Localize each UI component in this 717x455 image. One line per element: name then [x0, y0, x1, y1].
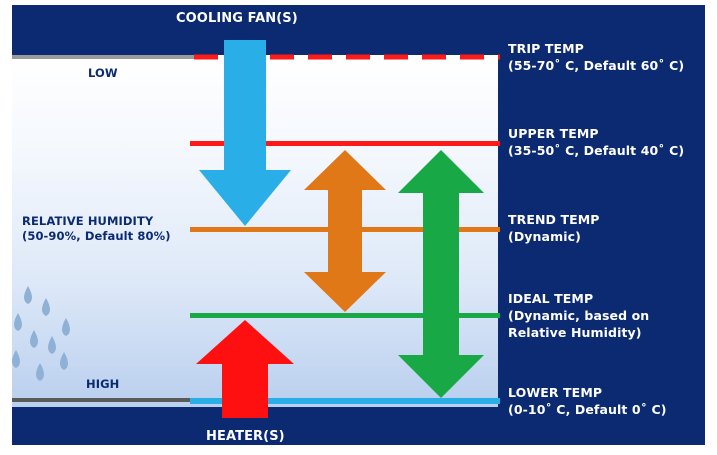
heater-up-arrow: [196, 320, 294, 418]
lower-temp-line: [190, 398, 500, 404]
upper-temp-label: UPPER TEMP (35-50˚ C, Default 40˚ C): [508, 126, 685, 158]
top-boundary-line: [12, 55, 194, 59]
trend-temp-label: TREND TEMP (Dynamic): [508, 212, 600, 244]
heaters-label: HEATER(S): [206, 429, 285, 444]
ideal-temp-line: [190, 313, 500, 318]
trend-range-double-arrow: [304, 150, 386, 312]
low-label: LOW: [88, 66, 118, 80]
cooling-fans-label: COOLING FAN(S): [176, 11, 298, 26]
ideal-temp-label: IDEAL TEMP (Dynamic, based on Relative H…: [508, 291, 650, 340]
trip-temp-label: TRIP TEMP (55-70˚ C, Default 60˚ C): [508, 41, 685, 73]
cooling-down-arrow: [199, 40, 291, 226]
upper-temp-line: [190, 141, 500, 146]
relative-humidity-label: RELATIVE HUMIDITY (50-90%, Default 80%): [22, 214, 171, 243]
high-label: HIGH: [86, 377, 120, 391]
lower-temp-label: LOWER TEMP (0-10˚ C, Default 0˚ C): [508, 385, 667, 417]
humidity-droplets-icon: [12, 286, 70, 381]
bottom-boundary-line: [12, 398, 194, 402]
lower-upper-range-double-arrow: [398, 150, 484, 398]
